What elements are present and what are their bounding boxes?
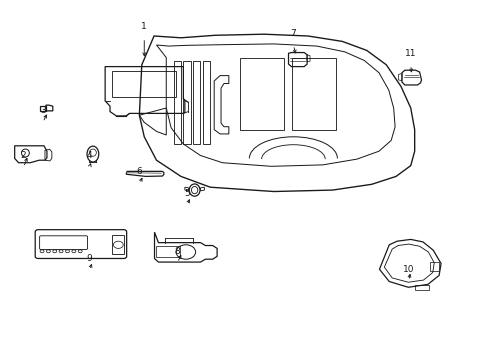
Bar <box>239 58 283 130</box>
Bar <box>414 285 428 290</box>
Text: 6: 6 <box>136 167 142 176</box>
Text: 7: 7 <box>290 29 296 38</box>
Text: 4: 4 <box>86 151 92 160</box>
Text: 3: 3 <box>40 106 46 115</box>
Bar <box>183 61 190 144</box>
Bar <box>112 235 124 254</box>
Bar <box>429 262 438 271</box>
Text: 1: 1 <box>141 22 147 31</box>
Bar <box>203 61 210 144</box>
Bar <box>156 246 180 257</box>
Bar <box>173 61 181 144</box>
Bar <box>112 71 176 97</box>
Text: 8: 8 <box>174 247 180 256</box>
Text: 9: 9 <box>86 254 92 263</box>
Text: 2: 2 <box>20 151 26 160</box>
Text: 5: 5 <box>184 189 190 198</box>
Text: 10: 10 <box>402 265 414 274</box>
Bar <box>193 61 200 144</box>
Text: 11: 11 <box>404 49 416 58</box>
Bar <box>292 58 336 130</box>
